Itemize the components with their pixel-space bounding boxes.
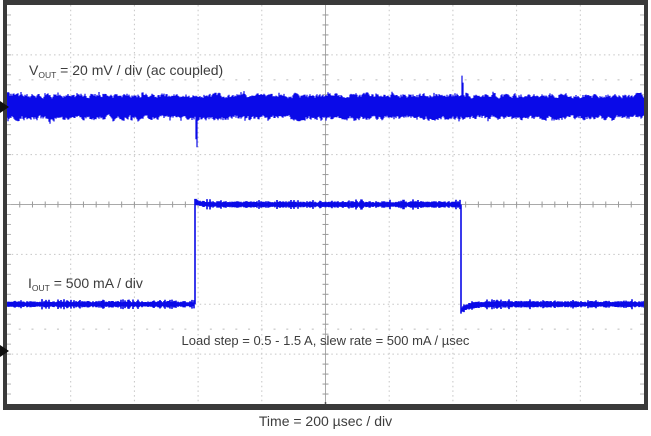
scope-plot-area	[7, 5, 644, 404]
time-axis-label: Time = 200 µsec / div	[258, 413, 393, 429]
iout-scale-label: IOUT = 500 mA / div	[28, 275, 143, 296]
vout-zero-reference-marker-icon	[0, 100, 9, 113]
iout-subscript: OUT	[31, 283, 50, 293]
vout-scale-text: = 20 mV / div (ac coupled)	[56, 62, 224, 78]
iout-trace	[7, 198, 644, 314]
load-step-annotation: Load step = 0.5 - 1.5 A, slew rate = 500…	[181, 333, 470, 348]
vout-trace	[7, 75, 644, 148]
iout-scale-text: = 500 mA / div	[49, 275, 143, 291]
vout-symbol: V	[29, 62, 39, 78]
vout-subscript: OUT	[38, 70, 57, 80]
vout-scale-label: VOUT = 20 mV / div (ac coupled)	[29, 62, 223, 83]
iout-symbol: I	[28, 275, 32, 291]
iout-zero-reference-marker-icon	[0, 345, 9, 358]
scope-graticule-frame	[3, 0, 648, 410]
